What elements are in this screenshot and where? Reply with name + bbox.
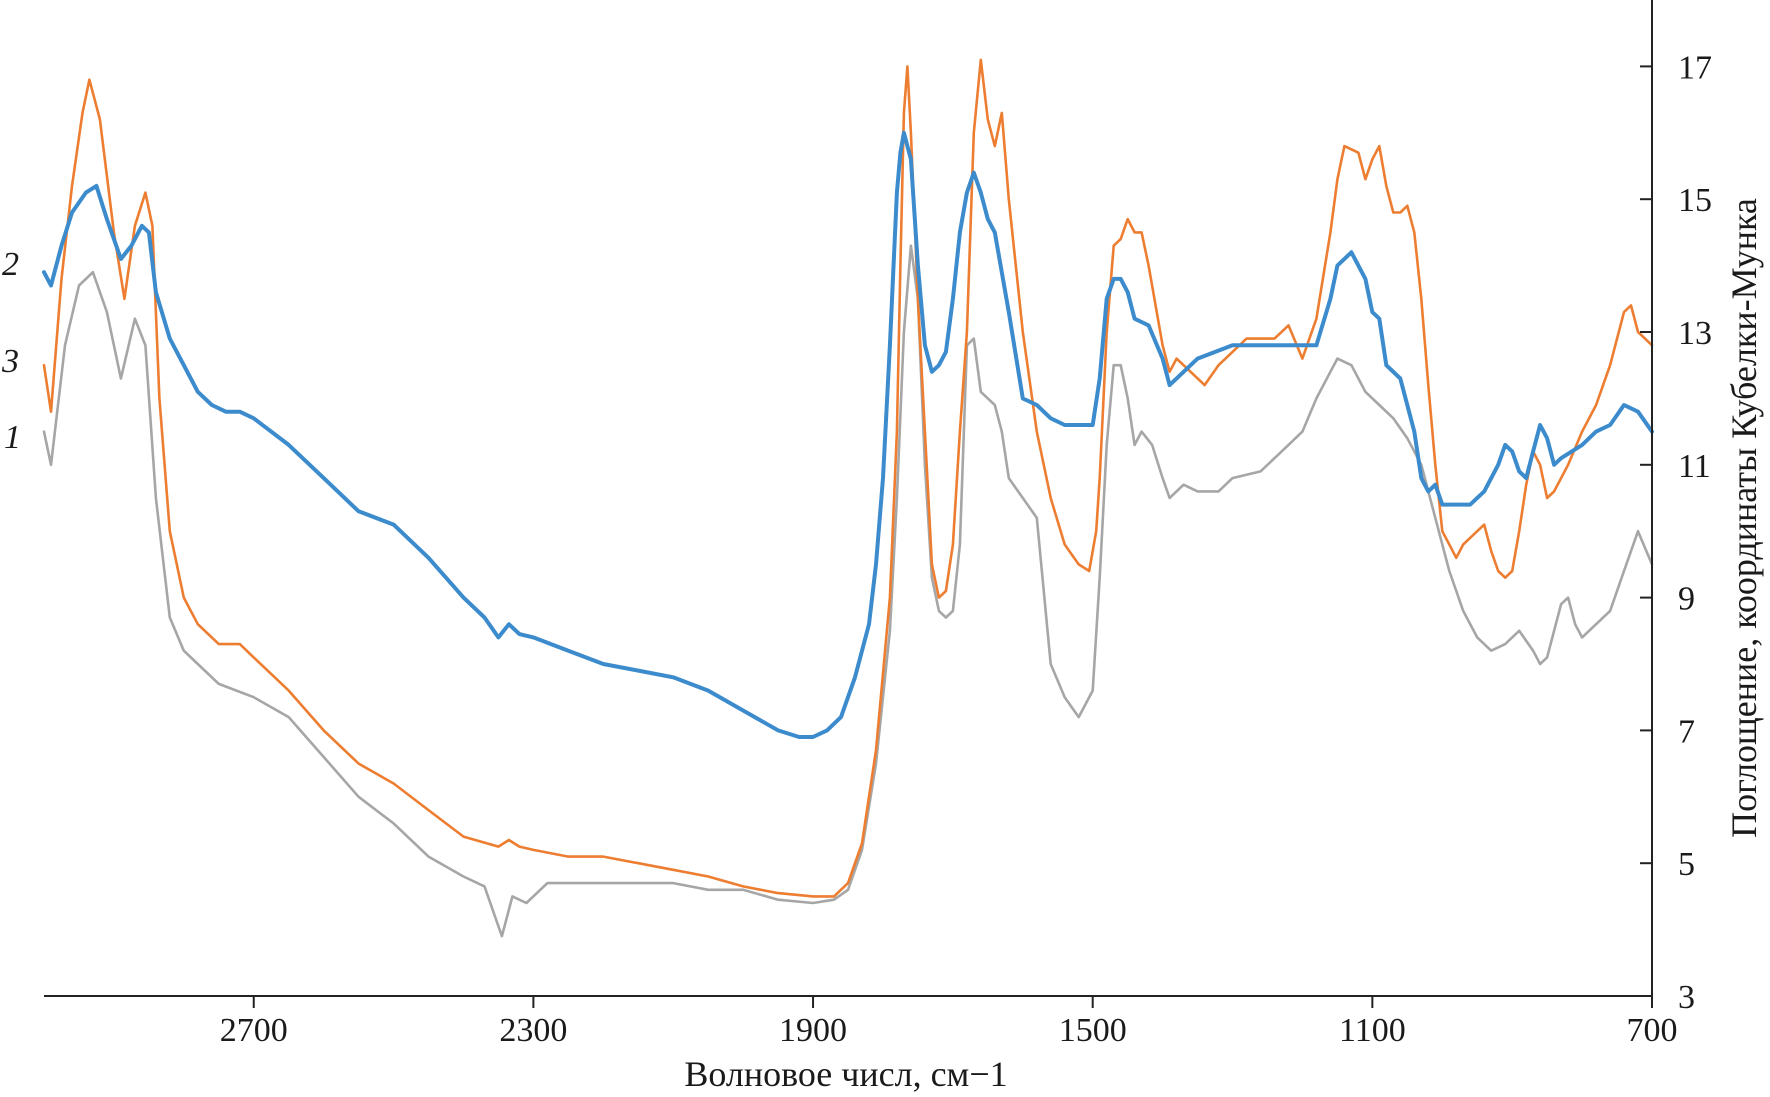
- y-axis-title: Поглощение, координаты Кубелки-Мунка: [1724, 198, 1764, 838]
- y-tick-label: 3: [1678, 979, 1695, 1016]
- y-ticks: 3 5 7 9 11 13 15 17: [1640, 49, 1712, 1016]
- y-tick-label: 15: [1678, 182, 1712, 219]
- series-line-3: [42, 58, 1654, 898]
- x-axis-title: Волновое числ, см−1: [684, 1054, 1007, 1094]
- x-tick-label: 700: [1627, 1012, 1678, 1049]
- y-tick-label: 7: [1678, 713, 1695, 750]
- x-tick-label: 1500: [1059, 1012, 1127, 1049]
- x-tick-label: 1900: [779, 1012, 847, 1049]
- x-tick-label: 2300: [499, 1012, 567, 1049]
- series-line-1: [42, 244, 1654, 938]
- y-tick-label: 13: [1678, 315, 1712, 352]
- x-tick-label: 1100: [1339, 1012, 1406, 1049]
- y-tick-label: 17: [1678, 49, 1712, 86]
- y-tick-label: 5: [1678, 846, 1695, 883]
- y-tick-label: 11: [1678, 448, 1711, 485]
- curve-label-2: 2: [2, 246, 19, 283]
- curve-label-3: 3: [1, 343, 19, 380]
- series-layer: [42, 58, 1654, 938]
- y-tick-label: 9: [1678, 581, 1695, 618]
- curve-label-1: 1: [4, 419, 21, 456]
- x-ticks: 2700 2300 1900 1500 1100 700: [220, 996, 1678, 1049]
- series-line-2: [42, 130, 1654, 739]
- x-tick-label: 2700: [220, 1012, 288, 1049]
- curve-labels: 2 3 1: [1, 246, 21, 456]
